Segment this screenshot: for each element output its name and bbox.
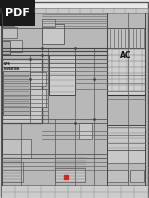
Text: PDF: PDF: [5, 8, 30, 18]
Bar: [0, 0, 35, 26]
Bar: [42, 19, 55, 27]
Bar: [2, 18, 14, 26]
Text: AC: AC: [120, 51, 132, 60]
Text: UPS
INVERTER: UPS INVERTER: [4, 62, 20, 71]
Bar: [130, 170, 144, 182]
Bar: [1, 185, 148, 198]
Bar: [107, 125, 145, 150]
Bar: [30, 89, 46, 107]
Bar: [2, 162, 23, 182]
Bar: [2, 59, 42, 123]
Bar: [2, 41, 10, 54]
Bar: [2, 40, 22, 52]
Bar: [107, 170, 128, 182]
Bar: [42, 24, 64, 44]
Bar: [1, 13, 148, 185]
Bar: [2, 139, 31, 158]
Bar: [107, 48, 145, 95]
Bar: [3, 71, 30, 115]
Bar: [107, 150, 145, 163]
Bar: [55, 168, 85, 182]
Bar: [107, 28, 145, 48]
Bar: [30, 72, 46, 86]
Bar: [2, 27, 17, 38]
Bar: [1, 8, 148, 13]
Bar: [79, 123, 92, 139]
Bar: [49, 55, 74, 95]
